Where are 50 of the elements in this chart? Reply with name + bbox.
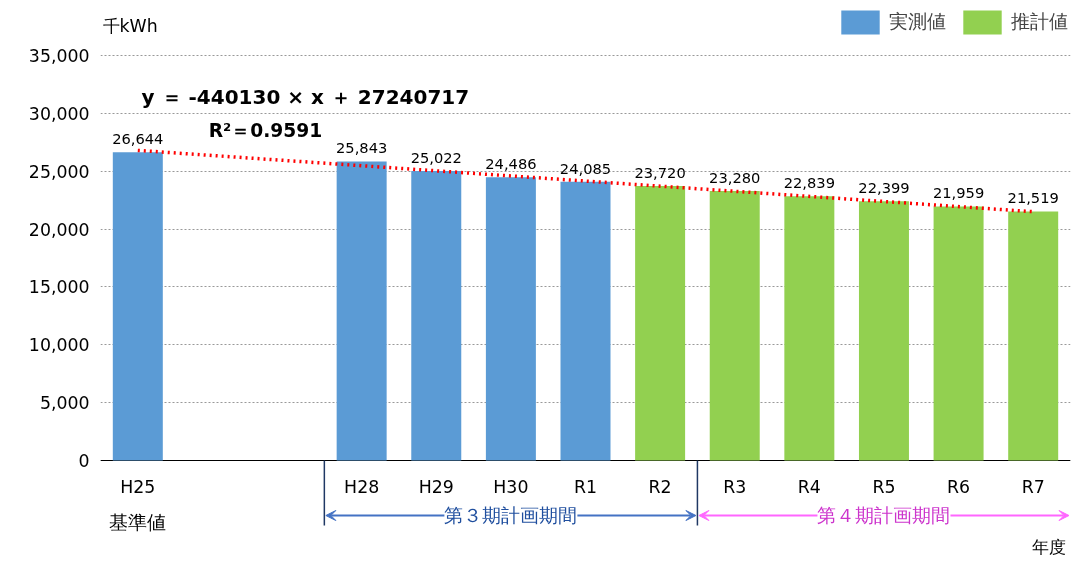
y-tick-label: 15,000	[28, 277, 90, 298]
bar	[1008, 211, 1059, 461]
annotation: y ＝ -440130 × x ＋ 27240717	[141, 84, 470, 109]
bar	[635, 186, 686, 461]
data-label: 22,399	[858, 179, 910, 197]
data-label: 26,644	[112, 130, 164, 148]
data-label: 25,843	[336, 139, 388, 157]
x-tick-label: R4	[797, 476, 821, 497]
text: 第４期計画期間	[817, 505, 951, 526]
bar	[784, 196, 835, 461]
x-tick-label: H28	[344, 476, 380, 497]
x-tick-label: R5	[872, 476, 896, 497]
y-axis-title: 千kWh	[102, 15, 158, 36]
legend-label: 推計値	[1011, 10, 1068, 34]
bar	[411, 170, 462, 461]
bar	[858, 201, 909, 461]
data-label: 22,839	[783, 174, 835, 192]
x-tick-label: R6	[947, 476, 971, 497]
x-tick-label: R3	[723, 476, 747, 497]
text: 第３期計画期間	[444, 505, 578, 526]
x-tick-label: H29	[418, 476, 454, 497]
text: 基準値	[109, 511, 167, 533]
y-tick-label: 30,000	[28, 103, 90, 124]
bar	[336, 161, 387, 461]
x-tick-label: H25	[120, 476, 156, 497]
data-label: 23,720	[634, 164, 686, 182]
bar	[485, 177, 536, 461]
bar	[560, 181, 611, 461]
x-axis-title: 年度	[1031, 536, 1066, 557]
x-tick-label: R2	[648, 476, 672, 497]
x-tick-label: R1	[573, 476, 598, 497]
bar	[933, 206, 984, 461]
bar	[709, 191, 760, 461]
y-tick-label: 20,000	[28, 219, 90, 240]
y-tick-label: 35,000	[28, 46, 90, 66]
data-label: 25,022	[410, 148, 462, 166]
y-tick-label: 5,000	[39, 393, 90, 414]
y-tick-label: 0	[78, 451, 90, 471]
x-tick-label: H30	[493, 476, 529, 497]
annotation: R²＝0.9591	[208, 119, 323, 141]
legend-label: 実測値	[889, 10, 946, 34]
y-tick-label: 10,000	[28, 335, 90, 356]
bar	[112, 152, 163, 461]
data-label: 24,486	[485, 155, 537, 173]
y-tick-label: 25,000	[28, 161, 90, 182]
data-label: 24,085	[559, 159, 612, 177]
data-label: 23,280	[709, 169, 761, 187]
data-label: 21,519	[1007, 189, 1059, 207]
data-label: 21,959	[932, 184, 985, 202]
x-tick-label: R7	[1021, 476, 1045, 497]
